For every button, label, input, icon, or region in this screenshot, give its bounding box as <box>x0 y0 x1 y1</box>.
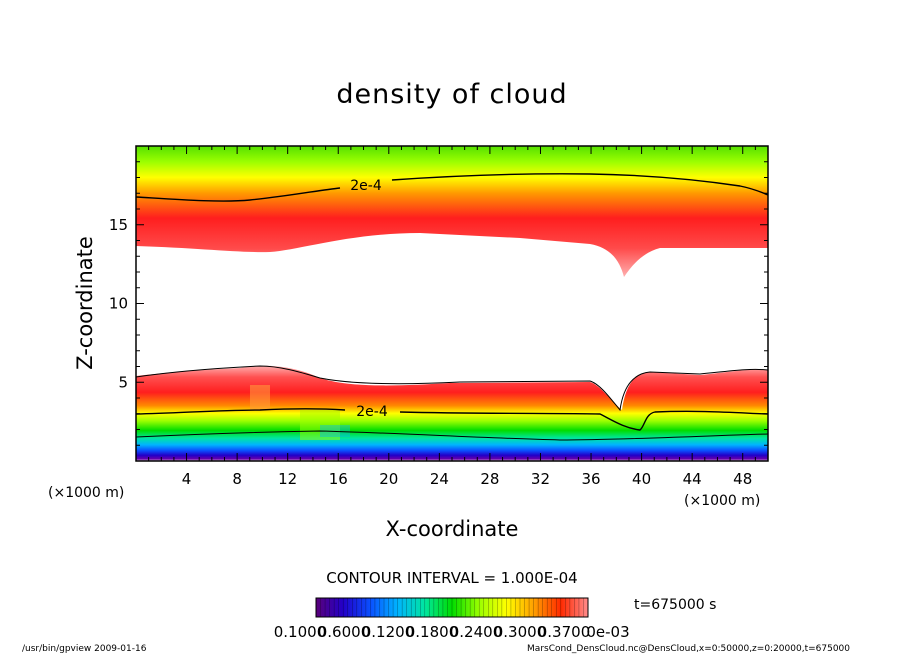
contour-interval-text: CONTOUR INTERVAL = 1.000E-04 <box>326 569 577 587</box>
y-tick-label: 10 <box>109 295 128 313</box>
colorbar-label: 0.3700 <box>538 623 591 641</box>
x-tick-label: 28 <box>480 470 499 488</box>
x-axis-unit-left: (×1000 m) <box>48 485 124 501</box>
colorbar-label: 0.3000 <box>494 623 547 641</box>
y-tick-label: 5 <box>118 373 128 391</box>
colorbar-labels: 0.10000.60000.12000.18000.24000.30000.37… <box>274 623 630 641</box>
contour-line-upper <box>135 173 769 202</box>
footer-left: /usr/bin/gpview 2009-01-16 <box>22 644 147 654</box>
chart-title: density of cloud <box>336 79 567 110</box>
upper-cloud-layer <box>136 146 768 277</box>
contour-label-lower: 2e-4 <box>356 404 388 420</box>
plot-field <box>136 146 768 461</box>
colorbar-label: 0.1200 <box>362 623 415 641</box>
x-axis-label: X-coordinate <box>386 517 519 541</box>
colorbar-label: 0.6000 <box>318 623 371 641</box>
x-tick-label: 48 <box>733 470 752 488</box>
footer-right: MarsCond_DensCloud.nc@DensCloud,x=0:5000… <box>527 644 850 654</box>
x-tick-label: 8 <box>232 470 242 488</box>
y-axis-ticks: 5 10 15 <box>109 161 768 446</box>
colorbar-body <box>315 597 589 618</box>
time-label: t=675000 s <box>634 597 716 613</box>
x-tick-label: 44 <box>683 470 702 488</box>
x-tick-label: 4 <box>182 470 192 488</box>
x-tick-label: 32 <box>531 470 550 488</box>
colorbar-label: 0.1800 <box>406 623 459 641</box>
contour-line-lower <box>135 408 769 431</box>
y-tick-label: 15 <box>109 216 128 234</box>
x-tick-label: 24 <box>430 470 449 488</box>
x-axis-unit-right: (×1000 m) <box>684 493 760 509</box>
colorbar-label: 0e-03 <box>586 623 629 641</box>
x-tick-label: 40 <box>632 470 651 488</box>
x-axis-ticks: 4 8 12 16 20 24 28 32 36 40 44 48 <box>148 146 756 488</box>
x-tick-label: 16 <box>329 470 348 488</box>
colorbar-label: 0.2400 <box>450 623 503 641</box>
contour-label-upper: 2e-4 <box>350 178 382 194</box>
x-tick-label: 36 <box>581 470 600 488</box>
colorbar-label: 0.1000 <box>274 623 327 641</box>
turbulent-patch <box>250 385 350 440</box>
colorbar <box>315 597 589 618</box>
contour-line-bottom <box>135 430 769 441</box>
x-tick-label: 20 <box>379 470 398 488</box>
contour-line-top-edge <box>135 365 769 412</box>
y-axis-label: Z-coordinate <box>73 236 97 370</box>
x-tick-label: 12 <box>278 470 297 488</box>
